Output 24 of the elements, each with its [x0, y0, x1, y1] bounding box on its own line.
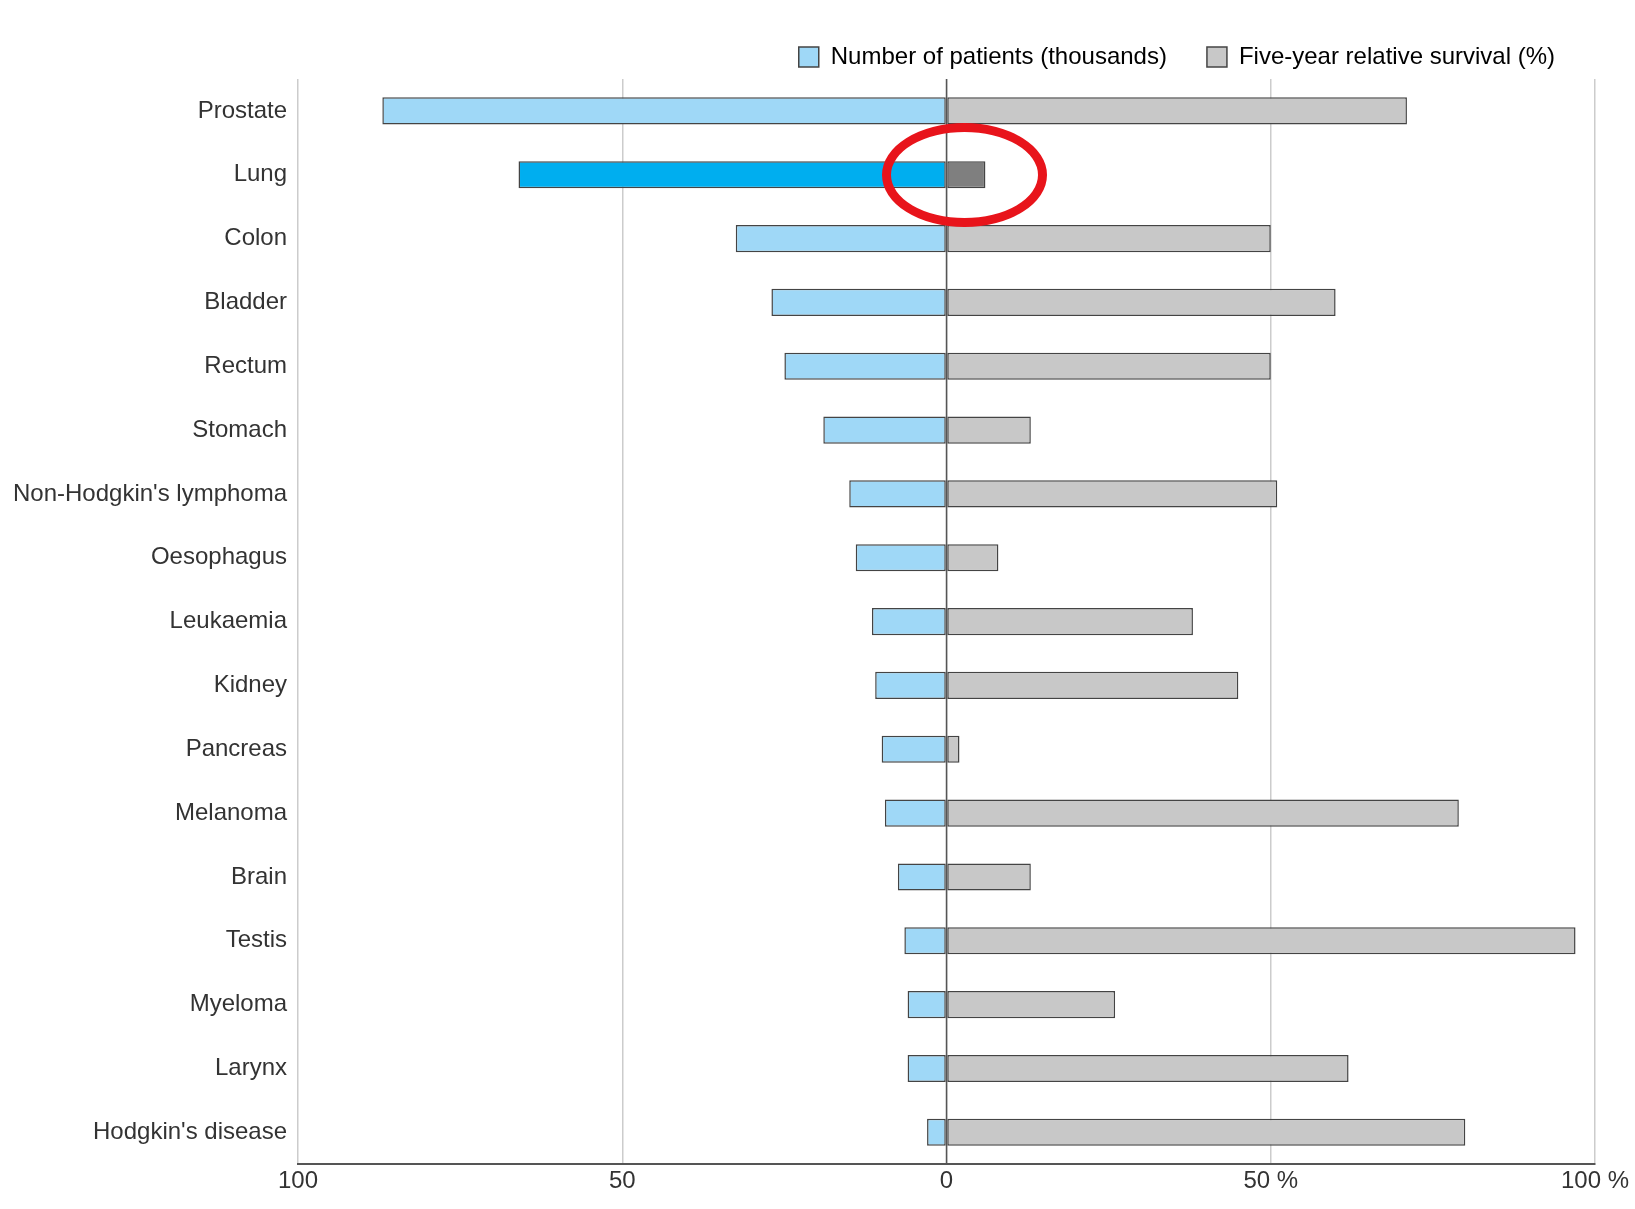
y-tick-label: Lung	[233, 159, 288, 187]
y-tick-label: Testis	[225, 925, 288, 953]
y-tick-label: Non-Hodgkin's lymphoma	[13, 478, 288, 506]
y-tick-label: Myeloma	[189, 989, 288, 1017]
y-tick-label: Bladder	[204, 287, 288, 315]
y-tick-label: Kidney	[213, 670, 288, 698]
legend-label: Five-year relative survival (%)	[1238, 41, 1556, 69]
legend-label: Number of patients (thousands)	[830, 41, 1167, 69]
y-tick-label: Leukaemia	[169, 606, 288, 634]
y-tick-label: Rectum	[204, 350, 288, 378]
x-tick-label: 100 %	[1560, 1166, 1630, 1194]
y-tick-label: Melanoma	[174, 797, 288, 825]
x-tick-label: 50	[608, 1166, 636, 1194]
x-tick-label: 100	[278, 1166, 319, 1194]
y-tick-label: Stomach	[192, 414, 288, 442]
x-tick-label: 0	[939, 1166, 954, 1194]
y-tick-label: Hodgkin's disease	[93, 1116, 288, 1144]
y-tick-label: Oesophagus	[150, 542, 288, 570]
y-tick-label: Pancreas	[185, 733, 288, 761]
x-tick-label: 50 %	[1243, 1166, 1299, 1194]
y-tick-label: Prostate	[197, 95, 288, 123]
y-tick-label: Larynx	[214, 1053, 288, 1081]
y-tick-label: Brain	[231, 861, 288, 889]
y-tick-label: Colon	[224, 223, 288, 251]
